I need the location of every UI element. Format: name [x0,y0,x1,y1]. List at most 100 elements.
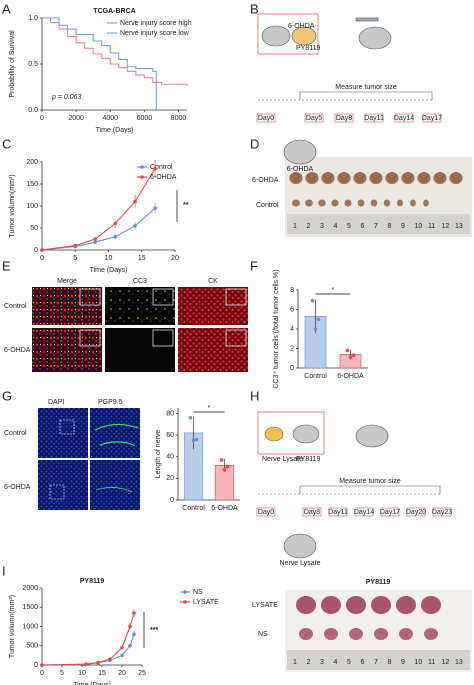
marker [153,166,157,171]
legend-label: 6-OHDA [150,174,177,181]
day-box [380,507,400,517]
tumor [305,199,313,207]
tumor [324,628,338,640]
annotation: ** [183,202,189,209]
image-tile [90,460,140,510]
x-tick-label: 20 [171,255,179,262]
day-label: Day23 [432,509,452,516]
panel-label: E [2,258,11,273]
y-tick-label: 0 [34,662,38,669]
panel-label: H [250,388,259,403]
data-point [351,353,356,358]
bracket [299,485,441,494]
series-line [41,168,156,251]
day-label: Day8 [336,115,352,122]
x-tick-label: 0 [40,670,44,677]
x-tick-label: Control [182,505,205,512]
marker [108,657,112,662]
inset [59,419,75,435]
inset [79,329,101,347]
data-point [316,317,321,322]
y-axis-label: Tumor volumn(mm³) [9,174,16,237]
timeline-title: Measure tumor size [339,478,401,485]
column-label: DAPI [48,399,64,406]
column-label: PGP9.5 [98,399,123,406]
mouse-icon [283,139,317,165]
mouse-icon [358,26,392,50]
day-box [334,113,354,123]
image-tile [90,408,140,458]
marker [128,624,132,629]
mouse-icon [261,25,291,47]
mouse-label: 6-OHDA [287,166,314,173]
x-tick-label: 25 [138,670,146,677]
y-axis-label: Tumor volumn(mm³) [9,595,16,658]
micrograph-f [38,408,140,510]
y-tick-label: 200 [26,159,38,166]
day-label: Day11 [364,115,384,122]
tumor [305,172,319,184]
image-tile [105,328,175,372]
legend-label: LYSATE [193,599,219,606]
data-point [194,437,199,442]
photo-title: PY8119 [366,579,391,586]
panel-label: C [2,136,11,151]
day-label: Day8 [304,509,320,516]
x-tick-label: 6-OHDA [337,373,364,380]
day-label: Day17 [422,115,442,122]
tumor [449,172,463,184]
y-tick-label: 4 [290,326,294,333]
inset [152,288,174,306]
legend-marker [140,165,144,169]
schematic-g [257,411,442,559]
timeline-title: Measure tumor size [335,84,397,91]
x-tick-label: 2000 [68,115,84,122]
marker [132,611,136,615]
row-label: Control [4,430,27,437]
image-tile [32,287,102,325]
tumor [289,172,303,184]
x-axis-label: Time (Days) [90,267,128,274]
marker [113,221,117,226]
day-label: Day20 [406,509,426,516]
y-tick-label: 0 [34,247,38,254]
marker [133,224,137,228]
day-box [328,507,348,517]
ruler-number: 7 [374,659,378,666]
tumor [421,596,441,614]
y-tick-label: 1500 [22,604,38,611]
row-label: Control [256,202,279,209]
tumor [337,172,351,184]
syringe [355,17,379,22]
day-box [256,507,276,517]
tumor [357,199,365,207]
y-axis-label: Length of nerve [155,430,162,479]
marker [128,643,132,648]
ruler-number: 5 [347,223,351,230]
inset [225,288,247,306]
day-label: Day5 [306,115,322,122]
day-box [432,507,452,517]
day-box [364,113,384,123]
legend-label: Control [150,164,173,171]
marker [40,663,44,667]
x-tick-label: 6000 [137,115,153,122]
tumor [433,172,447,184]
marker [84,662,88,667]
image-tile [38,408,88,458]
inset [79,288,101,306]
data-point [225,464,230,469]
legend-label: NS [193,589,203,596]
annotation: * [208,405,211,412]
x-tick-label: 5 [60,670,64,677]
ruler-number: 10 [415,223,423,230]
data-point [219,458,224,462]
legend-label: Nerve injury score high [120,20,192,27]
y-tick-label: 0 [290,365,294,372]
legend-label: Nerve injury score low [120,30,190,37]
tumor [396,596,416,614]
x-axis-label: Time (Days) [73,682,111,685]
day-box [354,507,374,517]
row-label: NS [258,631,268,638]
